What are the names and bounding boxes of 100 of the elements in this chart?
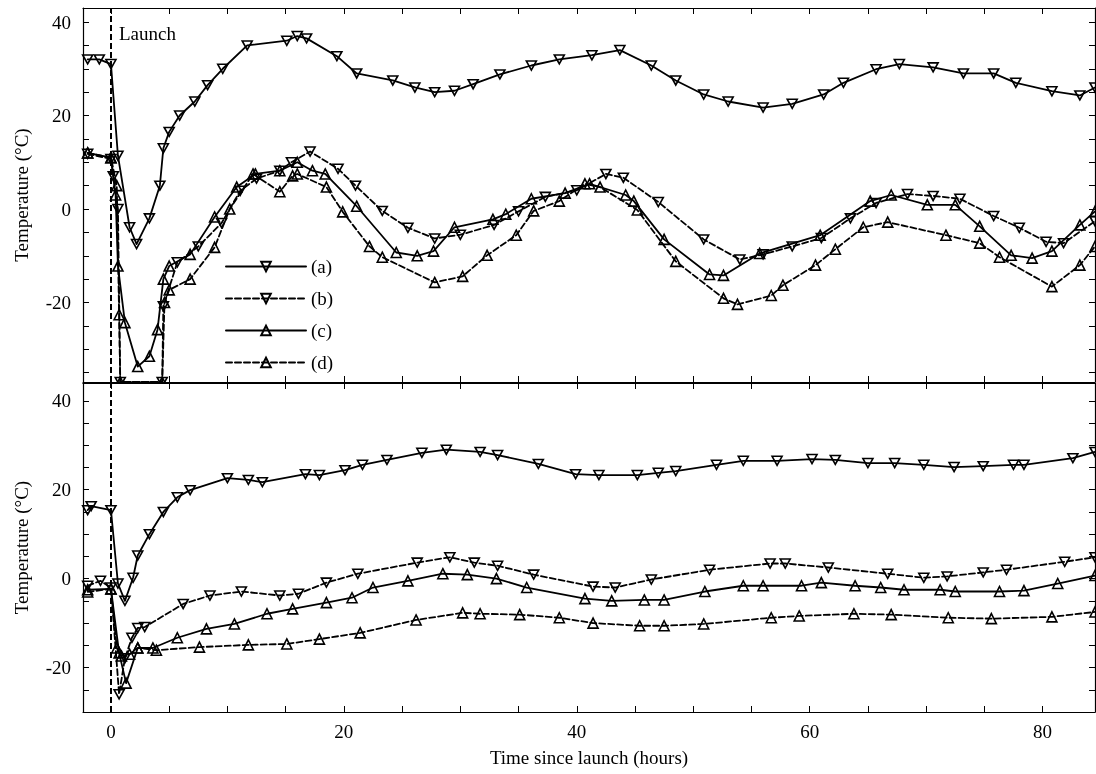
point [1018, 584, 1030, 597]
point [614, 44, 626, 56]
point [163, 260, 175, 272]
point [113, 688, 125, 700]
point [184, 484, 196, 496]
point [757, 579, 769, 592]
point [410, 614, 422, 626]
point [1046, 611, 1058, 623]
point [942, 611, 955, 624]
point [669, 465, 682, 477]
point [331, 50, 343, 62]
point [215, 217, 228, 229]
point [893, 58, 906, 70]
point [864, 195, 877, 207]
point [285, 156, 298, 168]
point [697, 618, 710, 630]
point [105, 58, 117, 70]
point [857, 221, 870, 234]
point [428, 86, 441, 98]
y-tick-label: 0 [61, 568, 71, 590]
point [481, 249, 493, 262]
point [525, 192, 538, 205]
point [757, 249, 769, 260]
y-tick-label: 20 [52, 479, 71, 501]
point [120, 677, 132, 689]
point [350, 200, 363, 213]
point [112, 578, 124, 589]
point [163, 126, 175, 138]
point [619, 189, 632, 201]
point [569, 468, 582, 480]
point [157, 142, 170, 154]
point [1046, 245, 1058, 257]
point [352, 568, 364, 580]
point [993, 585, 1006, 598]
point [954, 193, 966, 205]
point [731, 298, 744, 311]
point [605, 595, 618, 607]
point [409, 82, 421, 93]
point [376, 251, 389, 263]
point [587, 581, 599, 592]
y-axis-title: Temperature (°C) [11, 480, 33, 615]
point [402, 575, 414, 587]
point [274, 185, 286, 198]
point [806, 453, 818, 465]
point [320, 596, 333, 609]
point [881, 568, 894, 580]
point [1007, 459, 1020, 471]
point [320, 181, 333, 193]
point [150, 644, 163, 656]
point [154, 180, 166, 191]
point [448, 221, 461, 234]
point [204, 590, 216, 601]
point [587, 617, 599, 629]
point [985, 612, 998, 625]
point [765, 289, 778, 302]
point [467, 78, 479, 90]
point [448, 85, 461, 97]
point [977, 567, 989, 578]
point [532, 458, 545, 470]
point [1026, 252, 1038, 264]
point [223, 203, 236, 215]
point [230, 181, 243, 193]
x-tick-label: 40 [567, 721, 587, 742]
point [829, 454, 842, 466]
point [553, 611, 566, 624]
point [107, 171, 120, 182]
point [143, 213, 156, 224]
point [862, 457, 874, 469]
point [235, 586, 248, 597]
y-tick-label: 0 [61, 198, 71, 220]
legend-label: (c) [311, 320, 333, 342]
point [306, 164, 319, 177]
point [171, 631, 184, 644]
point [147, 642, 159, 654]
point [274, 590, 286, 601]
point [934, 583, 946, 596]
point [291, 156, 304, 169]
point [216, 63, 229, 75]
point [461, 568, 474, 581]
point [600, 168, 612, 180]
point [918, 572, 930, 584]
point [143, 350, 156, 363]
point [1074, 90, 1086, 101]
point [112, 150, 124, 162]
point [697, 234, 710, 245]
point [512, 206, 525, 217]
point [494, 69, 506, 80]
point [957, 68, 970, 79]
point [753, 247, 766, 260]
point [242, 474, 255, 486]
point [1010, 77, 1022, 89]
point [1046, 85, 1058, 97]
point [633, 619, 646, 632]
point [381, 454, 393, 466]
point [208, 241, 221, 254]
point [184, 248, 196, 261]
point [113, 308, 125, 321]
point [779, 558, 792, 569]
point [411, 249, 424, 262]
point [757, 102, 769, 113]
